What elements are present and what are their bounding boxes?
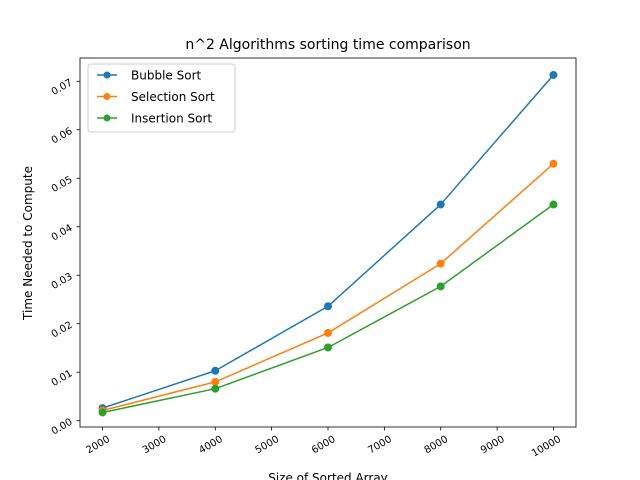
series-point-2-4 xyxy=(549,200,558,209)
series-point-2-0 xyxy=(98,408,107,417)
series-point-2-2 xyxy=(324,343,332,352)
x-tick-label-0: 2000 xyxy=(84,434,112,456)
series-point-1-2 xyxy=(324,328,332,337)
y-tick-label-5: 0.05 xyxy=(50,174,75,195)
legend-label-2: Insertion Sort xyxy=(131,112,212,126)
y-tick-label-3: 0.03 xyxy=(50,271,75,292)
legend-label-0: Bubble Sort xyxy=(131,69,201,83)
series-point-1-3 xyxy=(436,259,445,268)
legend-marker-1 xyxy=(103,93,111,100)
legend-marker-0 xyxy=(103,71,111,79)
series-point-0-3 xyxy=(436,200,445,209)
x-axis-title: Size of Sorted Array xyxy=(268,471,388,480)
series-line-1 xyxy=(101,162,555,412)
legend-marker-2 xyxy=(103,114,111,122)
series-point-0-4 xyxy=(549,70,558,79)
legend: Bubble Sort Selection Sort Insertion Sort xyxy=(87,63,236,133)
y-tick-label-4: 0.04 xyxy=(50,223,75,244)
x-tick-label-3: 5000 xyxy=(254,434,282,456)
y-axis-title: Time Needed to Compute xyxy=(21,166,35,321)
x-tick-label-5: 7000 xyxy=(366,434,394,456)
series-point-2-1 xyxy=(211,384,220,393)
x-tick-label-2: 4000 xyxy=(197,434,225,456)
x-tick-label-1: 3000 xyxy=(141,434,169,456)
x-tick-label-8: 10000 xyxy=(530,434,563,459)
legend-box xyxy=(87,63,236,133)
x-tick-label-4: 6000 xyxy=(310,434,338,456)
series-point-0-2 xyxy=(324,302,332,311)
y-tick-label-0: 0.00 xyxy=(50,417,75,438)
series-point-2-3 xyxy=(436,282,445,291)
series-point-1-1 xyxy=(211,377,220,386)
x-tick-label-6: 8000 xyxy=(423,434,451,456)
x-tick-label-7: 9000 xyxy=(479,434,507,456)
chart-title: n^2 Algorithms sorting time comparison xyxy=(185,37,470,53)
y-tick-label-7: 0.07 xyxy=(50,77,75,98)
series-point-0-1 xyxy=(211,366,220,375)
y-tick-label-6: 0.06 xyxy=(50,126,75,147)
y-tick-label-2: 0.02 xyxy=(50,320,75,341)
series-point-1-4 xyxy=(549,159,558,168)
legend-label-1: Selection Sort xyxy=(131,90,215,104)
y-tick-label-1: 0.01 xyxy=(50,368,75,389)
